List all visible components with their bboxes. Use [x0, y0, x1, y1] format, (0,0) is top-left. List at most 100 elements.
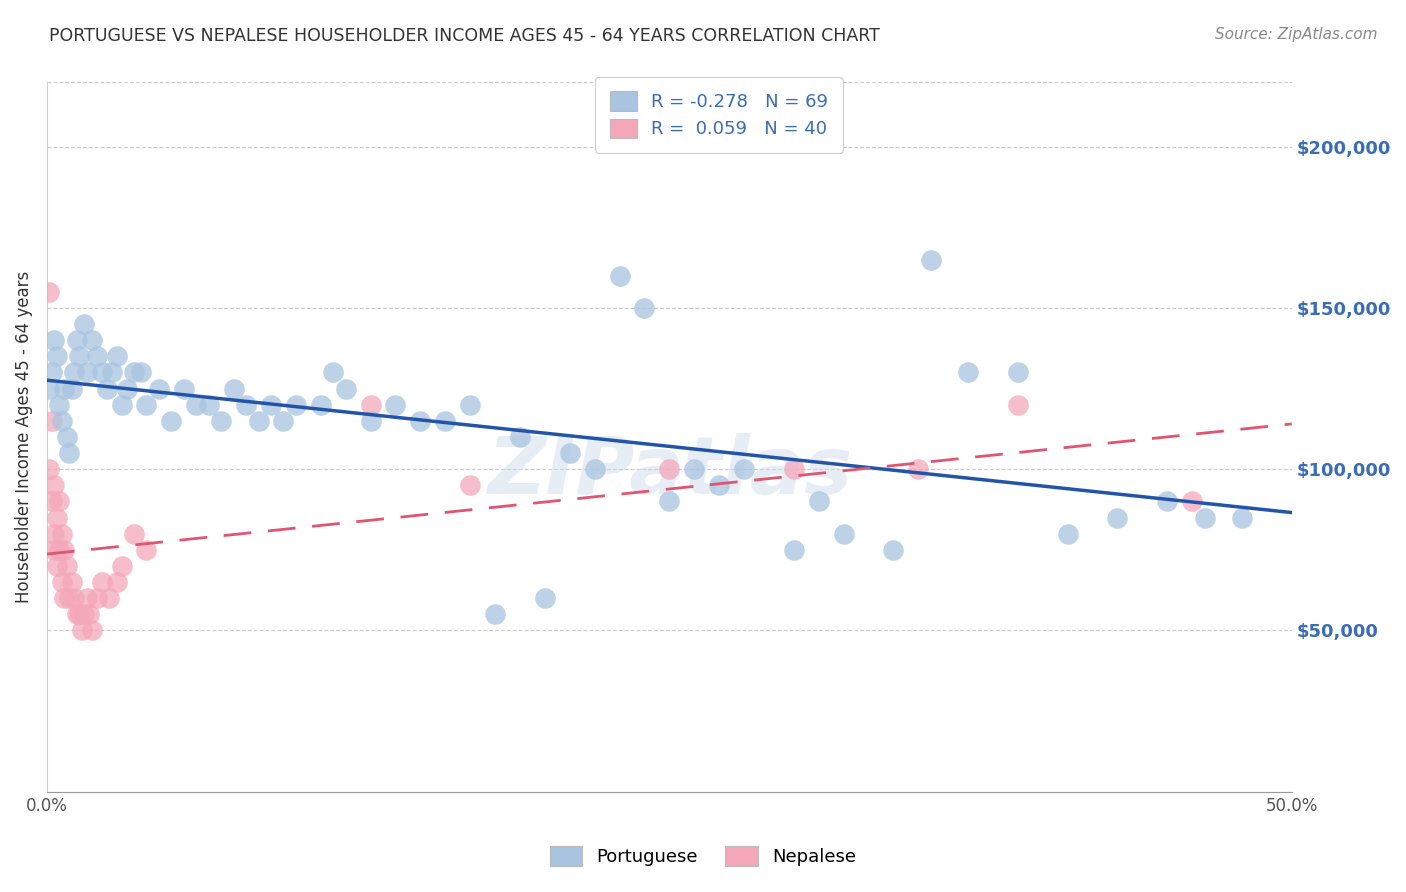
Point — [186, 398, 208, 412]
Point — [583, 462, 606, 476]
Point — [77, 607, 100, 622]
Point — [783, 542, 806, 557]
Point — [105, 575, 128, 590]
Point — [484, 607, 506, 622]
Point — [135, 542, 157, 557]
Point — [51, 526, 73, 541]
Point — [658, 462, 681, 476]
Point — [48, 398, 70, 412]
Point — [66, 333, 89, 347]
Point — [122, 366, 145, 380]
Point — [335, 382, 357, 396]
Text: PORTUGUESE VS NEPALESE HOUSEHOLDER INCOME AGES 45 - 64 YEARS CORRELATION CHART: PORTUGUESE VS NEPALESE HOUSEHOLDER INCOM… — [49, 27, 880, 45]
Point — [60, 382, 83, 396]
Point — [135, 398, 157, 412]
Point — [53, 591, 76, 606]
Point — [235, 398, 257, 412]
Legend: Portuguese, Nepalese: Portuguese, Nepalese — [537, 833, 869, 879]
Point — [73, 607, 96, 622]
Point — [60, 575, 83, 590]
Point — [76, 366, 98, 380]
Point — [907, 462, 929, 476]
Point — [360, 398, 382, 412]
Point — [322, 366, 344, 380]
Point — [807, 494, 830, 508]
Point — [86, 349, 108, 363]
Point — [45, 510, 67, 524]
Point — [48, 494, 70, 508]
Point — [90, 366, 112, 380]
Point — [173, 382, 195, 396]
Text: ZIPatlas: ZIPatlas — [486, 434, 852, 511]
Point — [434, 414, 457, 428]
Point — [148, 382, 170, 396]
Point — [73, 317, 96, 331]
Point — [41, 366, 63, 380]
Point — [1056, 526, 1078, 541]
Point — [1156, 494, 1178, 508]
Point — [66, 607, 89, 622]
Point — [76, 591, 98, 606]
Point — [131, 366, 153, 380]
Point — [44, 526, 66, 541]
Point — [41, 494, 63, 508]
Point — [63, 591, 86, 606]
Point — [360, 414, 382, 428]
Point — [160, 414, 183, 428]
Point — [707, 478, 730, 492]
Point — [58, 591, 80, 606]
Point — [122, 526, 145, 541]
Point — [609, 268, 631, 283]
Point — [105, 349, 128, 363]
Point — [209, 414, 232, 428]
Point — [534, 591, 557, 606]
Point — [100, 366, 122, 380]
Point — [38, 285, 60, 299]
Point — [832, 526, 855, 541]
Point — [197, 398, 219, 412]
Point — [783, 462, 806, 476]
Point — [56, 430, 79, 444]
Point — [458, 478, 481, 492]
Point — [658, 494, 681, 508]
Point — [67, 607, 90, 622]
Point — [273, 414, 295, 428]
Point — [1230, 510, 1253, 524]
Y-axis label: Householder Income Ages 45 - 64 years: Householder Income Ages 45 - 64 years — [15, 271, 32, 603]
Legend: R = -0.278   N = 69, R =  0.059   N = 40: R = -0.278 N = 69, R = 0.059 N = 40 — [595, 77, 842, 153]
Point — [98, 591, 121, 606]
Point — [80, 624, 103, 638]
Point — [683, 462, 706, 476]
Point — [48, 542, 70, 557]
Point — [44, 542, 66, 557]
Point — [96, 382, 118, 396]
Point — [458, 398, 481, 412]
Point — [45, 558, 67, 573]
Point — [1007, 366, 1029, 380]
Point — [409, 414, 432, 428]
Point — [1194, 510, 1216, 524]
Point — [44, 333, 66, 347]
Point — [247, 414, 270, 428]
Point — [1181, 494, 1204, 508]
Point — [115, 382, 138, 396]
Point — [80, 333, 103, 347]
Point — [51, 575, 73, 590]
Point — [222, 382, 245, 396]
Point — [558, 446, 581, 460]
Point — [51, 414, 73, 428]
Point — [633, 301, 655, 315]
Point — [882, 542, 904, 557]
Point — [86, 591, 108, 606]
Point — [53, 382, 76, 396]
Point — [384, 398, 406, 412]
Point — [1007, 398, 1029, 412]
Point — [38, 462, 60, 476]
Point — [90, 575, 112, 590]
Point — [110, 398, 132, 412]
Point — [309, 398, 332, 412]
Point — [41, 414, 63, 428]
Point — [56, 558, 79, 573]
Point — [260, 398, 283, 412]
Point — [38, 382, 60, 396]
